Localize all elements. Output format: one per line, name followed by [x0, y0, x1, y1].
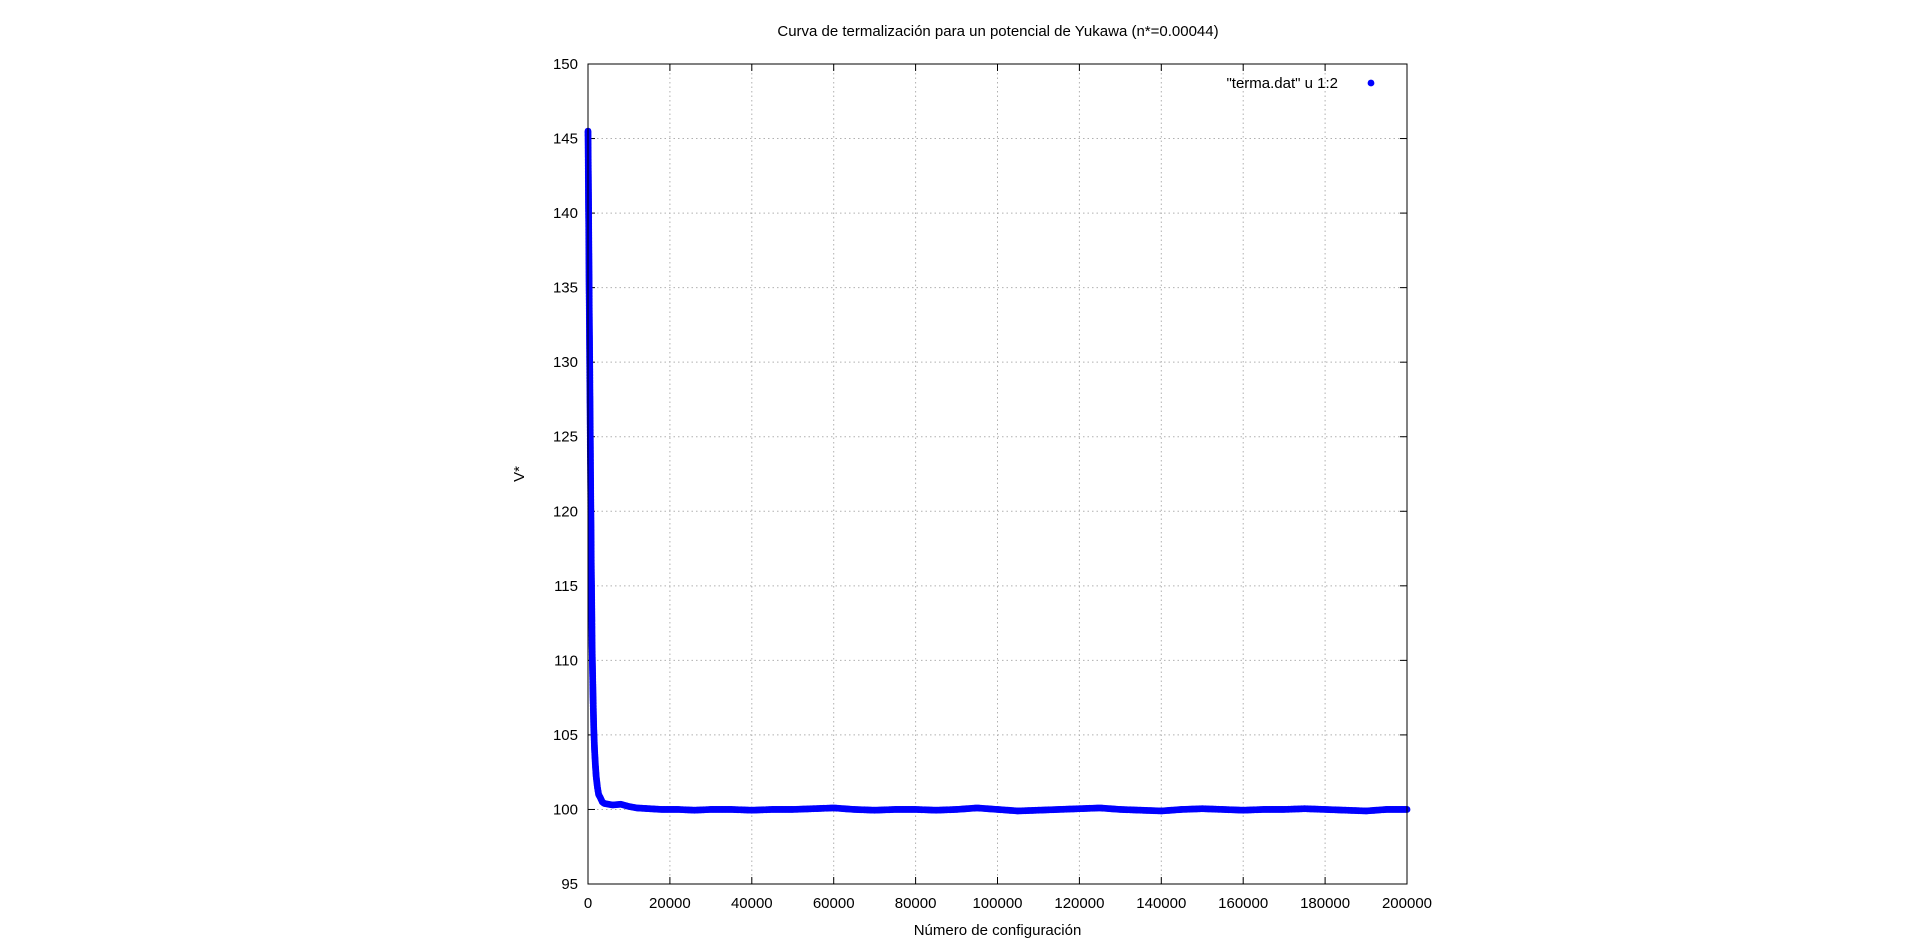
chart-title: Curva de termalización para un potencial…: [777, 23, 1218, 40]
x-tick-label: 140000: [1136, 895, 1186, 912]
y-tick-label: 130: [553, 354, 578, 371]
y-tick-label: 105: [553, 727, 578, 744]
x-tick-label: 100000: [972, 895, 1022, 912]
y-tick-label: 115: [554, 578, 578, 595]
legend-series-label: "terma.dat" u 1:2: [1226, 75, 1338, 92]
y-tick-label: 100: [553, 801, 578, 818]
y-axis-label: V*: [511, 466, 528, 482]
x-tick-label: 0: [584, 895, 592, 912]
y-tick-label: 135: [553, 280, 578, 297]
data-points: [584, 127, 1411, 815]
x-tick-label: 60000: [813, 895, 855, 912]
y-tick-label: 145: [553, 131, 578, 148]
x-tick-label: 120000: [1054, 895, 1104, 912]
x-tick-label: 20000: [649, 895, 691, 912]
x-tick-label: 200000: [1382, 895, 1432, 912]
y-tick-label: 120: [553, 503, 578, 520]
grid: [588, 64, 1407, 884]
y-tick-label: 150: [553, 56, 578, 73]
y-tick-label: 140: [553, 205, 578, 222]
plot-frame: [587, 63, 1408, 885]
y-tick-label: 110: [554, 652, 578, 669]
x-tick-label: 180000: [1300, 895, 1350, 912]
legend-marker: [1367, 79, 1375, 87]
x-axis-label: Número de configuración: [914, 922, 1082, 939]
axes: 0 20000 40000 60000 80000 100000 120000 140000 1…: [553, 56, 1432, 912]
x-tick-label: 40000: [731, 895, 773, 912]
x-tick-label: 80000: [895, 895, 937, 912]
y-tick-label: 95: [561, 876, 578, 893]
legend: "terma.dat" u 1:2: [1226, 75, 1375, 92]
x-tick-label: 160000: [1218, 895, 1268, 912]
y-tick-label: 125: [553, 429, 578, 446]
